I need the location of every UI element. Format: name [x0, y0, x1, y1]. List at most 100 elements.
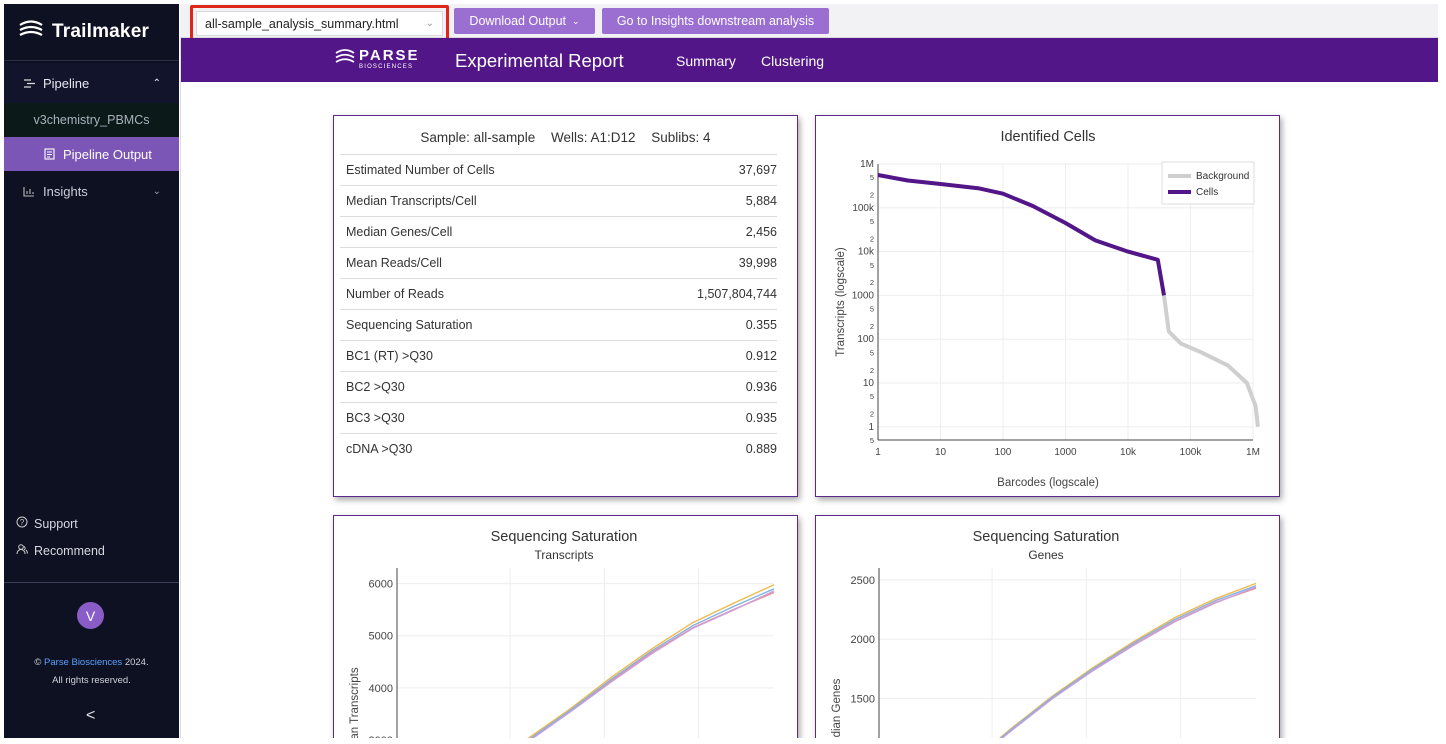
- saturation-genes-chart: Sequencing SaturationGenes25002000150010…: [831, 529, 1257, 738]
- download-output-label: Download Output: [469, 14, 567, 28]
- y-tick-label: 2: [870, 278, 874, 287]
- stats-row: Median Transcripts/Cell 5,884: [340, 185, 777, 216]
- x-tick-label: 1000: [1054, 447, 1077, 458]
- report-title: Experimental Report: [455, 50, 624, 71]
- sidebar-item-pipeline-output[interactable]: Pipeline Output: [4, 137, 179, 171]
- stats-wells: Wells: A1:D12: [550, 130, 636, 145]
- series-line: [532, 590, 775, 738]
- sidebar-item-project[interactable]: v3chemistry_PBMCs: [4, 103, 179, 137]
- y-tick-label: 5: [870, 173, 874, 182]
- y-tick-label: 1M: [860, 159, 874, 170]
- trailmaker-logo-icon: [18, 19, 44, 46]
- chevron-up-icon: ⌃: [152, 77, 161, 89]
- parse-logo-word: PARSE: [359, 46, 420, 64]
- sidebar-divider: [4, 60, 179, 61]
- x-tick-label: 1M: [1246, 447, 1260, 458]
- y-tick-label: 100k: [852, 203, 875, 214]
- y-tick-label: 10k: [858, 247, 875, 258]
- stats-row-value: 0.355: [745, 318, 777, 332]
- stats-row-label: BC1 (RT) >Q30: [346, 349, 433, 363]
- copyright: © Parse Biosciences 2024. All rights res…: [4, 654, 179, 690]
- chart-subtitle: Transcripts: [535, 548, 594, 562]
- pipeline-icon: [22, 76, 36, 90]
- avatar[interactable]: V: [77, 602, 104, 629]
- tab-clustering[interactable]: Clustering: [761, 53, 825, 69]
- series-line-background: [1162, 295, 1260, 428]
- stats-row-label: Median Transcripts/Cell: [346, 194, 477, 208]
- stats-header: Sample: all-sample Wells: A1:D12 Sublibs…: [334, 130, 797, 145]
- file-select[interactable]: all-sample_analysis_summary.html ⌄: [196, 11, 443, 36]
- y-axis-label: Transcripts (logscale): [835, 247, 847, 357]
- stats-row: cDNA >Q30 0.889: [340, 433, 777, 464]
- stats-row-value: 37,697: [738, 163, 777, 177]
- chart-title: Identified Cells: [1000, 129, 1095, 145]
- parse-biosciences-link[interactable]: Parse Biosciences: [44, 657, 123, 668]
- x-axis-label: Barcodes (logscale): [997, 477, 1099, 489]
- recommend-link[interactable]: Recommend: [16, 543, 105, 558]
- y-tick-label: 5: [870, 348, 874, 357]
- support-link[interactable]: ? Support: [16, 516, 78, 531]
- file-select-value: all-sample_analysis_summary.html: [205, 16, 399, 31]
- parse-logo-icon: [335, 48, 355, 71]
- stats-row: Mean Reads/Cell 39,998: [340, 247, 777, 278]
- parse-logo[interactable]: PARSE BIOSCIENCES: [335, 48, 420, 71]
- legend: [1161, 161, 1255, 205]
- y-tick-label: 2500: [851, 575, 875, 587]
- y-tick-label: 1: [868, 422, 874, 433]
- y-tick-label: 6000: [369, 579, 393, 591]
- recommend-label: Recommend: [34, 543, 105, 558]
- download-output-button[interactable]: Download Output ⌄: [454, 8, 595, 34]
- stats-row: Sequencing Saturation 0.355: [340, 309, 777, 340]
- y-tick-label: 4000: [369, 683, 393, 695]
- y-tick-label: 3000: [369, 735, 393, 738]
- y-tick-label: 5: [870, 305, 874, 314]
- stats-sample: Sample: all-sample: [420, 130, 536, 145]
- stats-table: Estimated Number of Cells 37,697 Median Tr…: [340, 154, 777, 464]
- copyright-year: 2024.: [124, 657, 149, 668]
- saturation-transcripts-chart: Sequencing Saturation Transcripts 6000 5000…: [349, 529, 775, 738]
- stats-row-label: cDNA >Q30: [346, 442, 413, 456]
- chevron-down-icon: ⌄: [572, 15, 580, 26]
- x-tick-label: 10k: [1120, 447, 1137, 458]
- report-navbar: PARSE BIOSCIENCES Experimental Report Su…: [181, 38, 1438, 82]
- y-tick-label: 100: [857, 334, 874, 345]
- collapse-sidebar-button[interactable]: <: [86, 707, 96, 724]
- chart-subtitle: Genes: [1028, 548, 1063, 562]
- sidebar-item-label: v3chemistry_PBMCs: [33, 113, 150, 127]
- stats-row: Estimated Number of Cells 37,697: [340, 154, 777, 185]
- stats-row-value: 0.936: [745, 380, 777, 394]
- sidebar-item-label: Pipeline Output: [63, 146, 152, 162]
- toolbar: all-sample_analysis_summary.html ⌄ Downl…: [180, 4, 1438, 42]
- chart-icon: [22, 184, 36, 198]
- y-tick-label: 5: [870, 261, 874, 270]
- y-tick-label: 2: [870, 322, 874, 331]
- stats-row-value: 39,998: [738, 256, 777, 270]
- stats-row: Median Genes/Cell 2,456: [340, 216, 777, 247]
- brand[interactable]: Trailmaker: [4, 4, 179, 60]
- y-tick-label: 5000: [369, 631, 393, 643]
- chevron-down-icon: ⌄: [425, 18, 434, 29]
- stats-sublibs: Sublibs: 4: [651, 130, 711, 145]
- series-line: [1000, 587, 1257, 738]
- series-line: [999, 585, 1257, 738]
- sidebar: Trailmaker Pipeline ⌃ v3chemistry_PBMCs …: [4, 4, 179, 738]
- stats-row-label: Number of Reads: [346, 287, 444, 301]
- stats-row-value: 1,507,804,744: [697, 287, 777, 301]
- identified-cells-card: Identified Cells 1 10 100 1000 10k 100k 1M 1M 5 2 1…: [815, 115, 1280, 497]
- legend-label: Background: [1196, 171, 1249, 182]
- sidebar-item-insights[interactable]: Insights ⌄: [4, 171, 179, 211]
- sidebar-item-pipeline[interactable]: Pipeline ⌃: [4, 63, 179, 103]
- y-tick-label: 2: [870, 410, 874, 419]
- saturation-transcripts-card: Sequencing Saturation Transcripts 6000 5000…: [333, 515, 798, 738]
- tab-summary[interactable]: Summary: [676, 53, 736, 69]
- stats-row-value: 2,456: [745, 225, 777, 239]
- stats-row-value: 0.935: [745, 411, 777, 425]
- stats-row-label: BC2 >Q30: [346, 380, 405, 394]
- parse-logo-sub: BIOSCIENCES: [359, 63, 414, 70]
- stats-row-label: Estimated Number of Cells: [346, 163, 495, 177]
- go-to-insights-button[interactable]: Go to Insights downstream analysis: [602, 8, 829, 34]
- stats-row-value: 0.912: [745, 349, 777, 363]
- brand-name: Trailmaker: [52, 21, 150, 42]
- identified-cells-chart: Identified Cells 1 10 100 1000 10k 100k 1M 1M 5 2 1…: [835, 129, 1260, 489]
- chevron-down-icon: ⌄: [152, 185, 161, 197]
